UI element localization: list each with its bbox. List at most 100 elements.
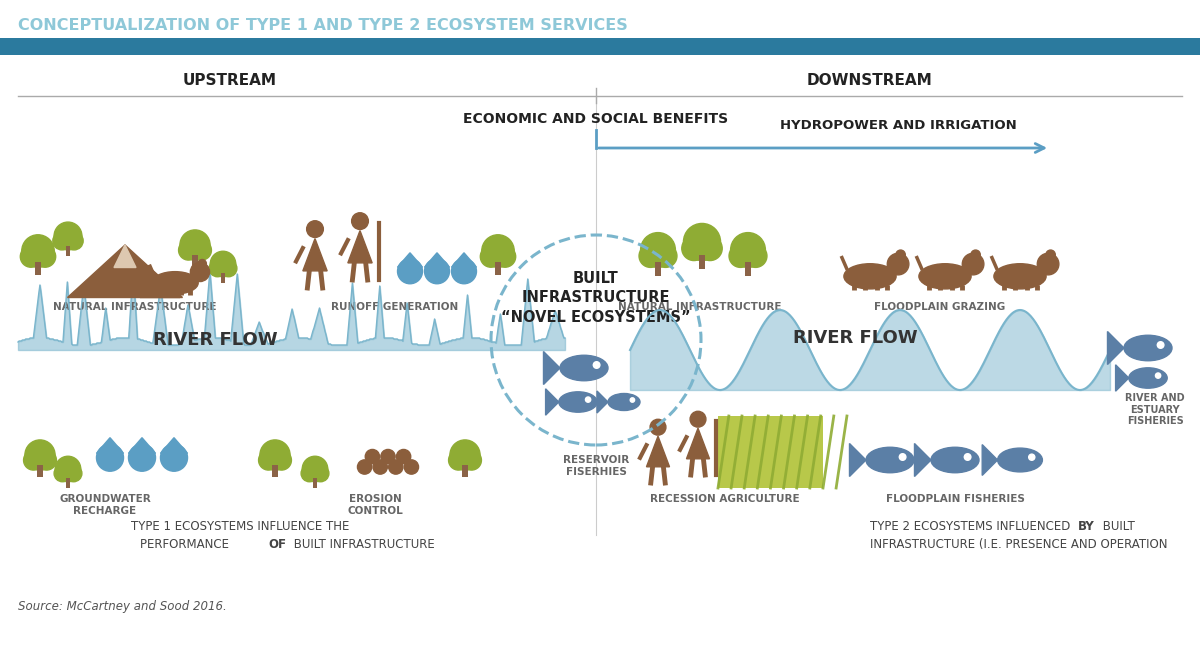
- Polygon shape: [1108, 332, 1124, 364]
- Circle shape: [53, 232, 71, 250]
- Circle shape: [1028, 454, 1034, 460]
- Circle shape: [449, 450, 468, 470]
- Circle shape: [494, 246, 516, 267]
- Polygon shape: [686, 428, 709, 459]
- Circle shape: [730, 245, 752, 267]
- Text: DOWNSTREAM: DOWNSTREAM: [808, 73, 932, 88]
- Bar: [192, 255, 198, 267]
- Circle shape: [198, 259, 206, 268]
- Circle shape: [630, 398, 635, 402]
- Polygon shape: [302, 239, 328, 271]
- Bar: [718, 416, 823, 488]
- Circle shape: [352, 213, 368, 229]
- Circle shape: [397, 259, 422, 284]
- Text: NATURAL INFRASTRUCTURE: NATURAL INFRASTRUCTURE: [53, 302, 217, 312]
- Circle shape: [96, 444, 124, 471]
- Circle shape: [54, 222, 82, 250]
- Bar: [462, 466, 468, 477]
- Polygon shape: [544, 352, 560, 385]
- Bar: [313, 478, 317, 488]
- Circle shape: [161, 444, 187, 471]
- Text: CONCEPTUALIZATION OF TYPE 1 AND TYPE 2 ECOSYSTEM SERVICES: CONCEPTUALIZATION OF TYPE 1 AND TYPE 2 E…: [18, 18, 628, 33]
- Circle shape: [481, 234, 515, 267]
- Circle shape: [593, 362, 600, 368]
- Text: BUILT: BUILT: [1099, 520, 1135, 533]
- Polygon shape: [67, 245, 182, 297]
- Circle shape: [24, 450, 43, 470]
- Circle shape: [380, 450, 395, 464]
- Text: INFRASTRUCTURE (I.E. PRESENCE AND OPERATION: INFRASTRUCTURE (I.E. PRESENCE AND OPERAT…: [870, 538, 1168, 551]
- Text: OF: OF: [268, 538, 286, 551]
- Circle shape: [302, 456, 328, 482]
- Circle shape: [396, 450, 410, 464]
- Text: FLOODPLAIN FISHERIES: FLOODPLAIN FISHERIES: [886, 494, 1025, 504]
- Text: HYDROPOWER AND IRRIGATION: HYDROPOWER AND IRRIGATION: [780, 119, 1016, 132]
- Circle shape: [480, 246, 502, 267]
- Circle shape: [373, 460, 388, 474]
- Bar: [66, 246, 71, 257]
- Circle shape: [450, 440, 480, 470]
- Text: NATURAL INFRASTRUCTURE: NATURAL INFRASTRUCTURE: [618, 302, 781, 312]
- Text: RIVER AND
ESTUARY
FISHERIES: RIVER AND ESTUARY FISHERIES: [1126, 393, 1184, 426]
- Polygon shape: [850, 444, 866, 476]
- Circle shape: [22, 234, 54, 267]
- Circle shape: [682, 237, 706, 261]
- Circle shape: [179, 241, 198, 260]
- Bar: [496, 262, 500, 275]
- Ellipse shape: [844, 264, 896, 289]
- Circle shape: [258, 450, 278, 470]
- Circle shape: [586, 397, 590, 402]
- Text: RIVER FLOW: RIVER FLOW: [793, 329, 917, 347]
- Polygon shape: [1116, 364, 1129, 391]
- Circle shape: [1157, 342, 1164, 348]
- Polygon shape: [451, 253, 476, 267]
- Text: UPSTREAM: UPSTREAM: [182, 73, 277, 88]
- Circle shape: [425, 259, 450, 284]
- Bar: [37, 466, 43, 477]
- Ellipse shape: [152, 271, 198, 294]
- Circle shape: [654, 245, 677, 267]
- Ellipse shape: [866, 448, 914, 473]
- Ellipse shape: [994, 264, 1046, 289]
- Ellipse shape: [560, 355, 608, 381]
- Bar: [655, 262, 661, 275]
- Ellipse shape: [919, 264, 971, 289]
- Text: FLOODPLAIN GRAZING: FLOODPLAIN GRAZING: [875, 302, 1006, 312]
- Circle shape: [209, 260, 226, 277]
- Text: GROUNDWATER
RECHARGE: GROUNDWATER RECHARGE: [59, 494, 151, 516]
- Text: BY: BY: [1078, 520, 1094, 533]
- Circle shape: [684, 223, 720, 261]
- Circle shape: [192, 241, 211, 260]
- Polygon shape: [348, 230, 372, 263]
- Circle shape: [641, 232, 676, 267]
- Polygon shape: [96, 438, 124, 454]
- Circle shape: [365, 450, 379, 464]
- Circle shape: [220, 260, 236, 277]
- Circle shape: [744, 245, 767, 267]
- Polygon shape: [425, 253, 450, 267]
- Circle shape: [451, 259, 476, 284]
- Circle shape: [899, 454, 906, 460]
- Circle shape: [35, 246, 55, 267]
- Ellipse shape: [931, 448, 979, 473]
- Circle shape: [887, 253, 908, 275]
- Circle shape: [180, 230, 210, 260]
- Circle shape: [55, 456, 80, 482]
- Circle shape: [25, 440, 55, 470]
- Polygon shape: [114, 245, 136, 267]
- Text: BUILT
INFRASTRUCTURE
“NOVEL ECOSYSTEMS”: BUILT INFRASTRUCTURE “NOVEL ECOSYSTEMS”: [502, 271, 691, 326]
- Polygon shape: [647, 436, 670, 467]
- Circle shape: [698, 237, 722, 261]
- Polygon shape: [983, 445, 997, 476]
- Bar: [66, 478, 70, 488]
- Circle shape: [210, 251, 235, 277]
- Bar: [698, 255, 706, 269]
- Circle shape: [650, 419, 666, 435]
- Text: Source: McCartney and Sood 2016.: Source: McCartney and Sood 2016.: [18, 600, 227, 613]
- Ellipse shape: [997, 448, 1043, 472]
- Circle shape: [640, 245, 662, 267]
- Ellipse shape: [608, 393, 640, 411]
- Bar: [0, 38, 1200, 55]
- Circle shape: [971, 250, 980, 259]
- Circle shape: [731, 232, 766, 267]
